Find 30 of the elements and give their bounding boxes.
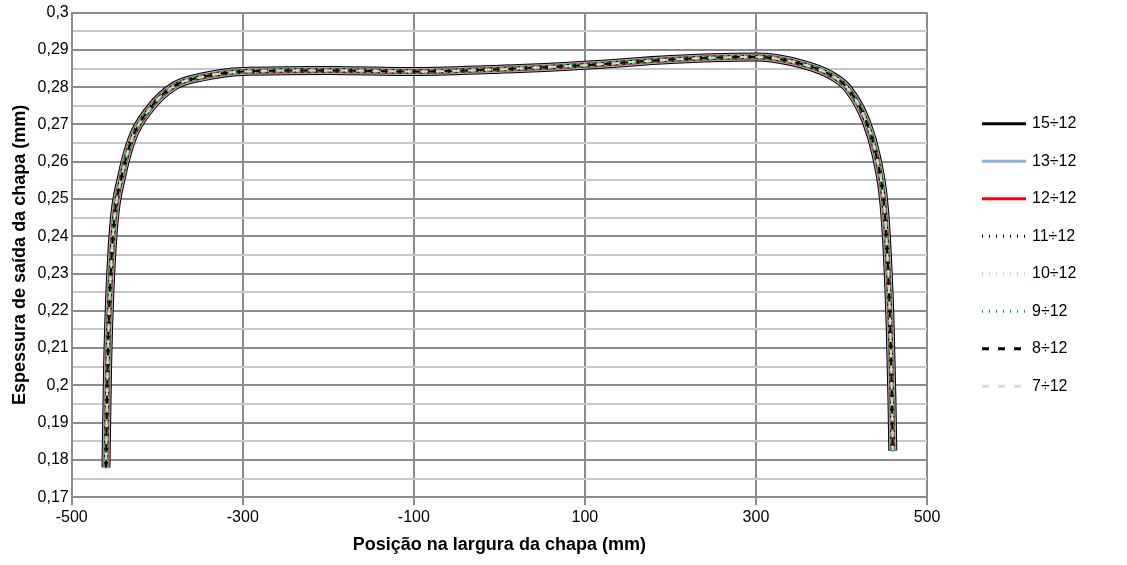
y-tick-label: 0,24 <box>37 226 69 244</box>
y-tick-label: 0,26 <box>37 152 69 170</box>
y-tick-label: 0,28 <box>37 77 69 95</box>
y-tick-label: 0,29 <box>37 40 69 58</box>
y-tick-label: 0,23 <box>37 263 69 281</box>
legend-label: 10÷12 <box>1032 264 1077 282</box>
y-axis-title: Espessura de saída da chapa (mm) <box>8 104 29 405</box>
y-tick-label: 0,2 <box>46 375 69 393</box>
y-tick-label: 0,21 <box>37 338 69 356</box>
legend-label: 11÷12 <box>1032 226 1076 244</box>
y-tick-label: 0,27 <box>37 114 69 132</box>
x-tick-label: 100 <box>571 508 599 526</box>
legend-label: 9÷12 <box>1032 301 1068 319</box>
y-tick-label: 0,25 <box>37 189 69 207</box>
y-tick-label: 0,17 <box>37 487 69 505</box>
x-tick-label: 300 <box>742 508 770 526</box>
y-tick-label: 0,19 <box>37 413 69 431</box>
y-tick-label: 0,18 <box>37 450 69 468</box>
legend-label: 12÷12 <box>1032 189 1077 207</box>
x-axis-title: Posição na largura da chapa (mm) <box>352 534 646 555</box>
y-tick-label: 0,22 <box>37 301 69 319</box>
y-tick-label: 0,3 <box>46 3 69 21</box>
legend-label: 8÷12 <box>1032 339 1068 357</box>
legend-label: 13÷12 <box>1032 151 1077 169</box>
legend-label: 7÷12 <box>1032 376 1068 394</box>
x-tick-label: 500 <box>913 508 941 526</box>
x-tick-label: -100 <box>397 508 430 526</box>
x-tick-label: -500 <box>55 508 88 526</box>
legend-label: 15÷12 <box>1032 114 1077 132</box>
x-tick-label: -300 <box>226 508 259 526</box>
